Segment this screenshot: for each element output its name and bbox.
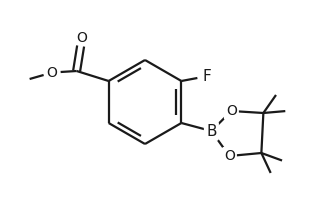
Text: F: F [203,68,212,84]
Text: O: O [76,31,87,45]
Text: O: O [46,66,57,80]
Text: O: O [224,149,235,163]
Text: O: O [226,104,237,118]
Text: B: B [206,123,217,139]
